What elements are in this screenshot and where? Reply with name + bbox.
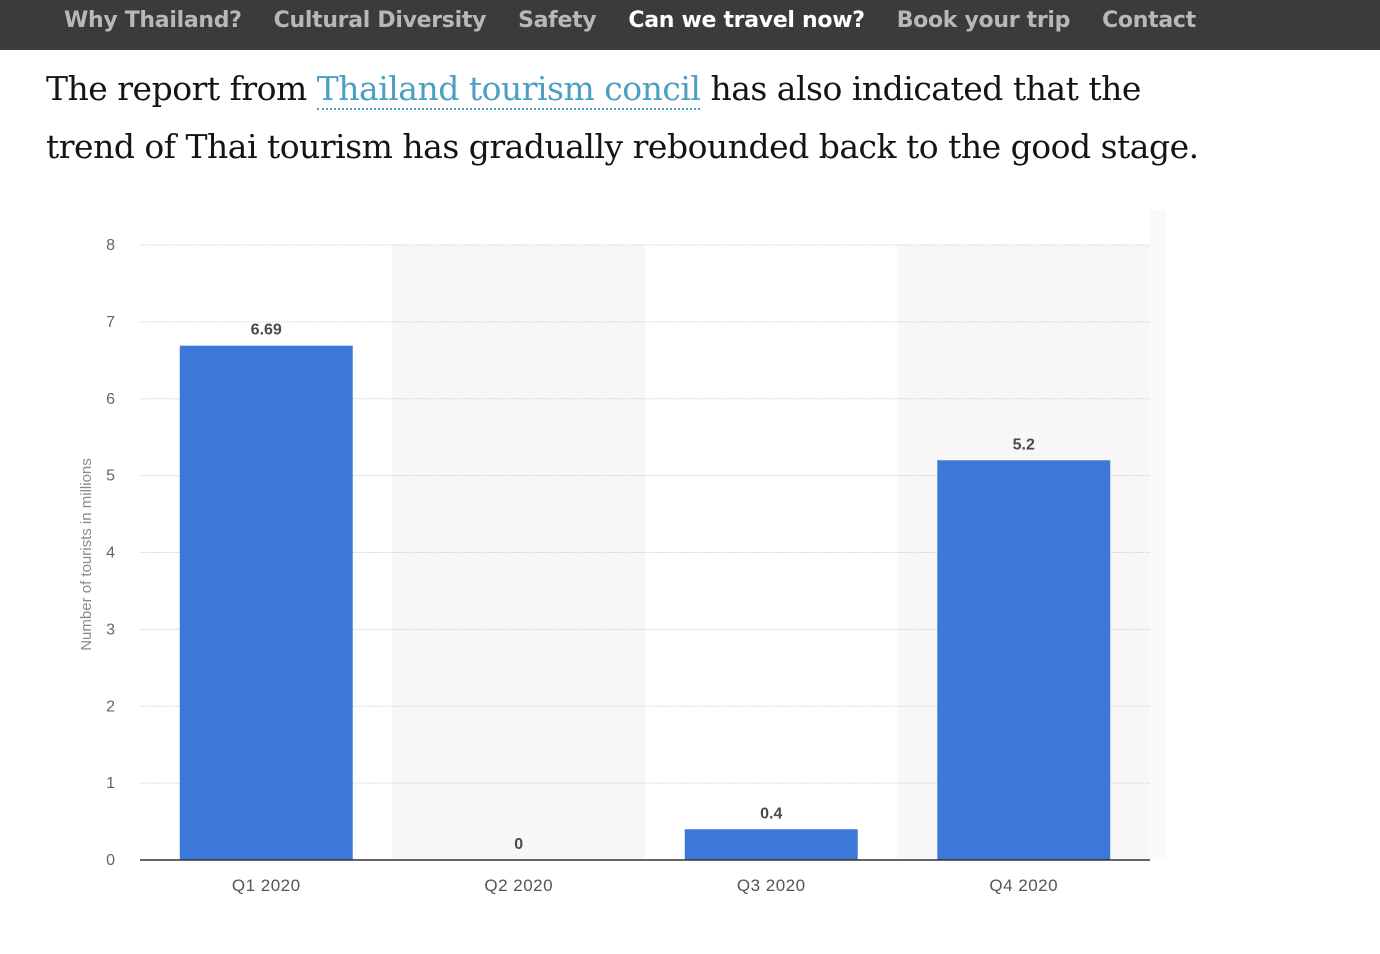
tourism-council-link[interactable]: Thailand tourism concil [316, 69, 701, 110]
tourists-bar-chart: 0 1 2 3 4 5 6 7 8 Number of tourists in millions 6… [0, 205, 1180, 925]
y-tick-label: 0 [106, 852, 115, 869]
nav-item-why-thailand[interactable]: Why Thailand? [64, 8, 242, 33]
x-category-label: Q4 2020 [989, 876, 1058, 895]
y-tick-label: 4 [106, 545, 115, 562]
y-tick-label: 8 [106, 237, 115, 254]
bar-value-label: 6.69 [251, 322, 282, 339]
nav-item-book-your-trip[interactable]: Book your trip [896, 8, 1071, 33]
bar-q3-2020 [684, 829, 858, 860]
y-axis-title: Number of tourists in millions [78, 458, 95, 651]
bar-value-label: 0.4 [760, 805, 782, 822]
y-tick-label: 6 [106, 391, 115, 408]
chart-svg: 0 1 2 3 4 5 6 7 8 Number of tourists in millions 6… [78, 210, 1166, 895]
x-category-label: Q3 2020 [737, 876, 806, 895]
y-tick-label: 7 [106, 314, 115, 331]
top-navigation-bar: Why Thailand? Cultural Diversity Safety … [0, 0, 1380, 50]
y-tick-label: 5 [106, 468, 115, 485]
bar-value-label: 0 [514, 836, 523, 853]
paragraph-text-before: The report from [46, 69, 317, 108]
y-tick-label: 2 [106, 698, 115, 715]
bar-q1-2020 [179, 345, 353, 860]
bar-value-label: 5.2 [1013, 436, 1035, 453]
nav-item-contact[interactable]: Contact [1102, 8, 1196, 33]
report-paragraph: The report from Thailand tourism concil … [46, 60, 1206, 176]
nav-item-cultural-diversity[interactable]: Cultural Diversity [273, 8, 487, 33]
y-tick-label: 1 [106, 775, 115, 792]
chart-edge-shade [1150, 210, 1166, 860]
y-tick-label: 3 [106, 621, 115, 638]
nav-item-safety[interactable]: Safety [518, 8, 597, 33]
bar-q4-2020 [937, 460, 1111, 860]
nav-item-can-we-travel-now[interactable]: Can we travel now? [628, 8, 865, 33]
x-category-label: Q2 2020 [484, 876, 553, 895]
paragraph-text-after: has also indicated that the trend of Tha… [46, 69, 1199, 166]
x-category-label: Q1 2020 [232, 876, 301, 895]
